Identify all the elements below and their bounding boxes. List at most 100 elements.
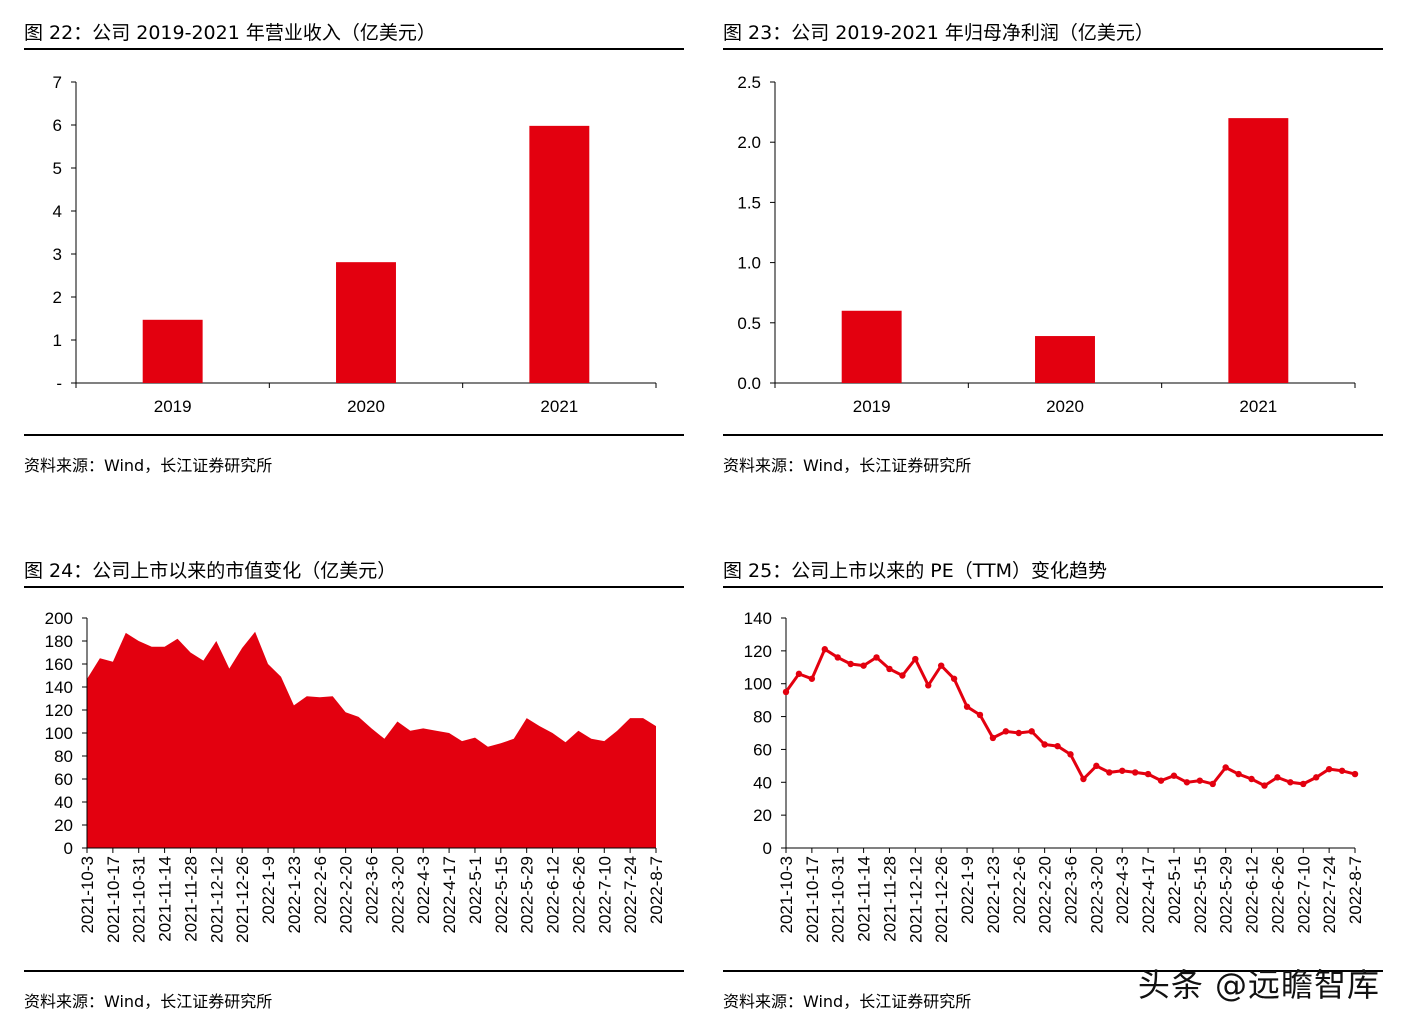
x-tick-label: 2022-5-15 <box>492 856 511 934</box>
x-tick-label: 2021-10-31 <box>829 856 848 943</box>
data-point <box>1093 762 1100 770</box>
bar <box>142 319 203 383</box>
y-tick-label: 1.5 <box>737 193 761 212</box>
y-tick-label: 100 <box>45 724 73 743</box>
y-tick-label: 20 <box>54 816 73 835</box>
x-tick-label: 2022-7-24 <box>1320 856 1339 934</box>
x-tick-label: 2022-1-9 <box>958 856 977 924</box>
y-tick-label: 140 <box>45 678 73 697</box>
y-tick-label: 3 <box>53 245 62 264</box>
data-point <box>1080 775 1087 783</box>
y-tick-label: 40 <box>753 773 772 792</box>
x-tick-label: 2022-7-10 <box>595 856 614 934</box>
y-tick-label: 6 <box>53 116 62 135</box>
x-tick-label: 2021-10-3 <box>777 856 796 934</box>
x-tick-label: 2022-5-1 <box>1165 856 1184 924</box>
bottom-rule <box>24 970 684 972</box>
data-point <box>1183 779 1191 786</box>
x-tick-label: 2021-11-28 <box>880 856 899 942</box>
data-point <box>1067 751 1074 758</box>
x-tick-label: 2022-4-17 <box>1139 856 1158 934</box>
data-point <box>1287 779 1294 786</box>
x-tick-label: 2022-3-20 <box>388 856 407 934</box>
data-point <box>1119 767 1126 774</box>
y-tick-label: 120 <box>45 701 73 720</box>
data-point <box>1196 777 1204 784</box>
y-tick-label: 0 <box>763 839 772 858</box>
x-tick-label: 2021-12-26 <box>233 856 252 943</box>
y-tick-label: 20 <box>753 806 772 825</box>
chart-title: 图 24：公司上市以来的市值变化（亿美元） <box>24 560 397 582</box>
data-point <box>1157 777 1165 784</box>
data-point <box>1041 741 1048 748</box>
data-point <box>1131 769 1139 776</box>
title-rule <box>24 48 684 50</box>
data-point <box>1209 780 1216 788</box>
x-tick-label: 2022-5-1 <box>466 856 485 924</box>
chart-title: 图 25：公司上市以来的 PE（TTM）变化趋势 <box>723 560 1107 582</box>
x-tick-label: 2022-6-12 <box>544 856 563 934</box>
source-note: 资料来源：Wind，长江证券研究所 <box>723 992 972 1011</box>
data-point <box>834 654 841 661</box>
y-tick-label: 60 <box>753 740 772 759</box>
y-tick-label: - <box>56 374 62 393</box>
data-point <box>1002 728 1010 735</box>
pe-ttm-line-chart: 0 20 40 60 80 100 120 140 2021-10-3 2021-10-17 202… <box>744 609 1365 943</box>
pe-line <box>784 646 1356 788</box>
data-point <box>1248 775 1255 783</box>
x-tick-label: 2021-11-14 <box>156 856 175 942</box>
x-tick-label: 2022-8-7 <box>1346 856 1365 924</box>
y-tick-label: 40 <box>54 793 73 812</box>
x-tick-label: 2022-4-3 <box>414 856 433 924</box>
market-cap-area <box>87 631 656 848</box>
x-tick-label: 2022-4-3 <box>1113 856 1132 924</box>
data-point <box>1351 770 1359 778</box>
bar <box>1035 336 1095 383</box>
data-point <box>782 688 790 696</box>
data-point <box>860 662 867 669</box>
data-point <box>1054 742 1061 750</box>
bar <box>1228 118 1289 383</box>
x-tick-label: 2022-2-20 <box>337 856 356 934</box>
x-tick-label: 2022-1-23 <box>984 856 1003 934</box>
data-point <box>963 703 971 710</box>
title-rule <box>24 586 684 588</box>
x-tick-label: 2021-11-28 <box>181 856 200 942</box>
y-tick-label: 100 <box>744 675 772 694</box>
bar <box>841 310 902 383</box>
data-point <box>873 654 880 661</box>
data-point <box>795 670 803 678</box>
data-point <box>1144 770 1152 778</box>
revenue-bar-chart: - 1 2 3 4 5 6 7 2019 2020 2021 <box>53 73 657 416</box>
y-tick-label: 1 <box>53 331 62 350</box>
data-point <box>1235 770 1242 778</box>
y-tick-label: 7 <box>53 73 62 92</box>
bar <box>336 262 396 383</box>
title-rule <box>723 48 1383 50</box>
x-tick-label: 2020 <box>1046 397 1084 416</box>
data-point <box>808 675 816 682</box>
x-tick-label: 2021-10-17 <box>803 856 822 943</box>
y-tick-label: 5 <box>53 159 62 178</box>
bar <box>529 125 590 384</box>
bottom-rule <box>723 970 1383 972</box>
data-point <box>1274 774 1281 781</box>
source-note: 资料来源：Wind，长江证券研究所 <box>723 456 972 475</box>
x-tick-label: 2022-7-24 <box>621 856 640 934</box>
x-tick-label: 2019 <box>154 397 192 416</box>
net-profit-bar-chart: 0.0 0.5 1.0 1.5 2.0 2.5 2019 2020 2021 <box>737 73 1356 416</box>
x-tick-label: 2022-6-26 <box>1268 856 1287 934</box>
x-tick-label: 2021 <box>540 397 578 416</box>
y-tick-label: 2 <box>53 288 62 307</box>
x-tick-label: 2021-11-14 <box>855 856 874 942</box>
x-tick-label: 2022-8-7 <box>647 856 666 924</box>
y-tick-label: 80 <box>753 708 772 727</box>
x-tick-label: 2021-12-12 <box>906 856 925 943</box>
data-point <box>1028 728 1035 735</box>
x-tick-label: 2022-1-23 <box>285 856 304 934</box>
data-point <box>821 646 828 653</box>
y-tick-label: 4 <box>53 202 62 221</box>
x-tick-label: 2022-6-12 <box>1243 856 1262 934</box>
x-tick-label: 2021-10-31 <box>130 856 149 943</box>
x-tick-label: 2021 <box>1239 397 1277 416</box>
